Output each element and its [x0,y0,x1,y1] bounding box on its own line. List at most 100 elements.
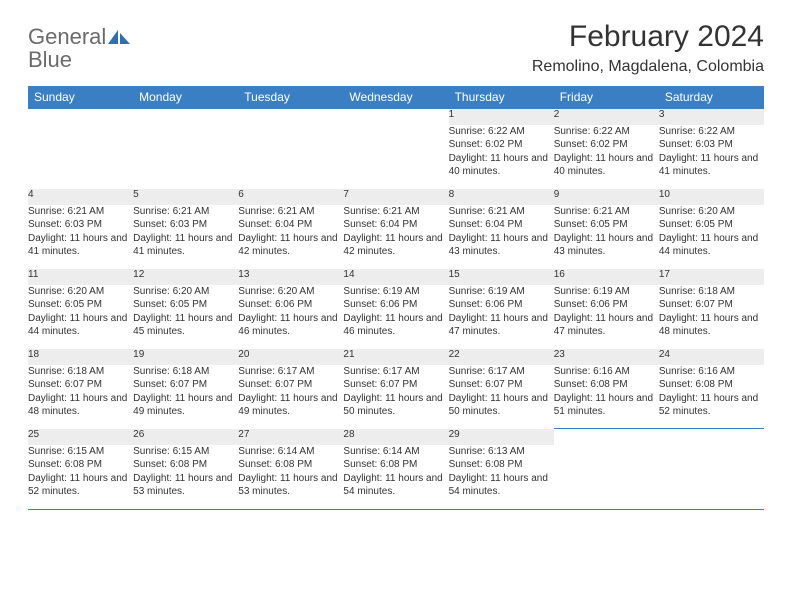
calendar-body: 123Sunrise: 6:22 AMSunset: 6:02 PMDaylig… [28,109,764,509]
day-detail-cell: Sunrise: 6:19 AMSunset: 6:06 PMDaylight:… [554,285,659,349]
day-number-cell: 19 [133,349,238,365]
daylight-line: Daylight: 11 hours and 41 minutes. [133,232,238,259]
sunset-line: Sunset: 6:04 PM [343,218,448,232]
day-number-cell: 23 [554,349,659,365]
day-detail-cell: Sunrise: 6:18 AMSunset: 6:07 PMDaylight:… [133,365,238,429]
sunrise-line: Sunrise: 6:16 AM [554,365,659,379]
day-detail-cell: Sunrise: 6:22 AMSunset: 6:03 PMDaylight:… [659,125,764,189]
daylight-line: Daylight: 11 hours and 49 minutes. [238,392,343,419]
day-number-cell: 22 [449,349,554,365]
day-number-cell: 26 [133,429,238,445]
day-number-cell: 16 [554,269,659,285]
weekday-header: Sunday [28,86,133,109]
day-detail-cell: Sunrise: 6:17 AMSunset: 6:07 PMDaylight:… [238,365,343,429]
sunset-line: Sunset: 6:07 PM [28,378,133,392]
sunrise-line: Sunrise: 6:18 AM [28,365,133,379]
sunset-line: Sunset: 6:03 PM [659,138,764,152]
daynum-row: 11121314151617 [28,269,764,285]
sunrise-line: Sunrise: 6:17 AM [238,365,343,379]
daylight-line: Daylight: 11 hours and 44 minutes. [28,312,133,339]
day-number-cell [343,109,448,125]
day-number-cell: 17 [659,269,764,285]
sunrise-line: Sunrise: 6:18 AM [133,365,238,379]
daylight-line: Daylight: 11 hours and 42 minutes. [238,232,343,259]
sunrise-line: Sunrise: 6:20 AM [28,285,133,299]
day-number-cell: 24 [659,349,764,365]
day-detail-cell: Sunrise: 6:22 AMSunset: 6:02 PMDaylight:… [554,125,659,189]
daylight-line: Daylight: 11 hours and 54 minutes. [343,472,448,499]
day-detail-cell: Sunrise: 6:21 AMSunset: 6:03 PMDaylight:… [133,205,238,269]
weekday-header: Saturday [659,86,764,109]
weekday-header: Wednesday [343,86,448,109]
daynum-row: 2526272829 [28,429,764,445]
day-detail-cell: Sunrise: 6:14 AMSunset: 6:08 PMDaylight:… [238,445,343,509]
weekday-header: Tuesday [238,86,343,109]
sunrise-line: Sunrise: 6:22 AM [554,125,659,139]
day-number-cell: 1 [449,109,554,125]
sunrise-line: Sunrise: 6:21 AM [554,205,659,219]
day-detail-cell: Sunrise: 6:21 AMSunset: 6:04 PMDaylight:… [343,205,448,269]
sunset-line: Sunset: 6:05 PM [28,298,133,312]
sunset-line: Sunset: 6:07 PM [449,378,554,392]
day-number-cell: 7 [343,189,448,205]
daylight-line: Daylight: 11 hours and 42 minutes. [343,232,448,259]
day-detail-cell: Sunrise: 6:21 AMSunset: 6:04 PMDaylight:… [238,205,343,269]
sunrise-line: Sunrise: 6:20 AM [238,285,343,299]
sunrise-line: Sunrise: 6:14 AM [238,445,343,459]
daylight-line: Daylight: 11 hours and 40 minutes. [449,152,554,179]
sunrise-line: Sunrise: 6:21 AM [28,205,133,219]
daylight-line: Daylight: 11 hours and 41 minutes. [659,152,764,179]
sunset-line: Sunset: 6:03 PM [133,218,238,232]
sunrise-line: Sunrise: 6:20 AM [133,285,238,299]
day-number-cell: 13 [238,269,343,285]
sunset-line: Sunset: 6:05 PM [554,218,659,232]
sunrise-line: Sunrise: 6:17 AM [343,365,448,379]
sunrise-line: Sunrise: 6:19 AM [343,285,448,299]
sunset-line: Sunset: 6:07 PM [659,298,764,312]
day-number-cell: 6 [238,189,343,205]
location: Remolino, Magdalena, Colombia [532,58,764,76]
daylight-line: Daylight: 11 hours and 41 minutes. [28,232,133,259]
sunset-line: Sunset: 6:08 PM [238,458,343,472]
daynum-row: 123 [28,109,764,125]
daylight-line: Daylight: 11 hours and 47 minutes. [449,312,554,339]
detail-row: Sunrise: 6:18 AMSunset: 6:07 PMDaylight:… [28,365,764,429]
sunset-line: Sunset: 6:04 PM [238,218,343,232]
day-number-cell [659,429,764,445]
weekday-header: Friday [554,86,659,109]
sunrise-line: Sunrise: 6:21 AM [449,205,554,219]
day-detail-cell: Sunrise: 6:20 AMSunset: 6:05 PMDaylight:… [28,285,133,349]
day-number-cell: 15 [449,269,554,285]
daylight-line: Daylight: 11 hours and 48 minutes. [659,312,764,339]
sunset-line: Sunset: 6:03 PM [28,218,133,232]
sunset-line: Sunset: 6:02 PM [449,138,554,152]
daylight-line: Daylight: 11 hours and 40 minutes. [554,152,659,179]
detail-row: Sunrise: 6:21 AMSunset: 6:03 PMDaylight:… [28,205,764,269]
sunset-line: Sunset: 6:07 PM [133,378,238,392]
day-detail-cell [659,445,764,509]
daylight-line: Daylight: 11 hours and 46 minutes. [343,312,448,339]
daylight-line: Daylight: 11 hours and 51 minutes. [554,392,659,419]
detail-row: Sunrise: 6:20 AMSunset: 6:05 PMDaylight:… [28,285,764,349]
day-number-cell: 11 [28,269,133,285]
sunrise-line: Sunrise: 6:19 AM [554,285,659,299]
sunrise-line: Sunrise: 6:16 AM [659,365,764,379]
sunrise-line: Sunrise: 6:17 AM [449,365,554,379]
sunrise-line: Sunrise: 6:19 AM [449,285,554,299]
daylight-line: Daylight: 11 hours and 53 minutes. [133,472,238,499]
day-number-cell: 18 [28,349,133,365]
sunset-line: Sunset: 6:08 PM [133,458,238,472]
day-number-cell: 5 [133,189,238,205]
day-number-cell: 8 [449,189,554,205]
day-detail-cell: Sunrise: 6:21 AMSunset: 6:05 PMDaylight:… [554,205,659,269]
daylight-line: Daylight: 11 hours and 52 minutes. [28,472,133,499]
sunrise-line: Sunrise: 6:14 AM [343,445,448,459]
logo-text-gray: General [28,24,106,49]
sunrise-line: Sunrise: 6:22 AM [449,125,554,139]
day-detail-cell: Sunrise: 6:20 AMSunset: 6:05 PMDaylight:… [659,205,764,269]
logo-text: General Blue [28,26,130,72]
daylight-line: Daylight: 11 hours and 53 minutes. [238,472,343,499]
sunrise-line: Sunrise: 6:20 AM [659,205,764,219]
detail-row: Sunrise: 6:15 AMSunset: 6:08 PMDaylight:… [28,445,764,509]
day-number-cell: 14 [343,269,448,285]
